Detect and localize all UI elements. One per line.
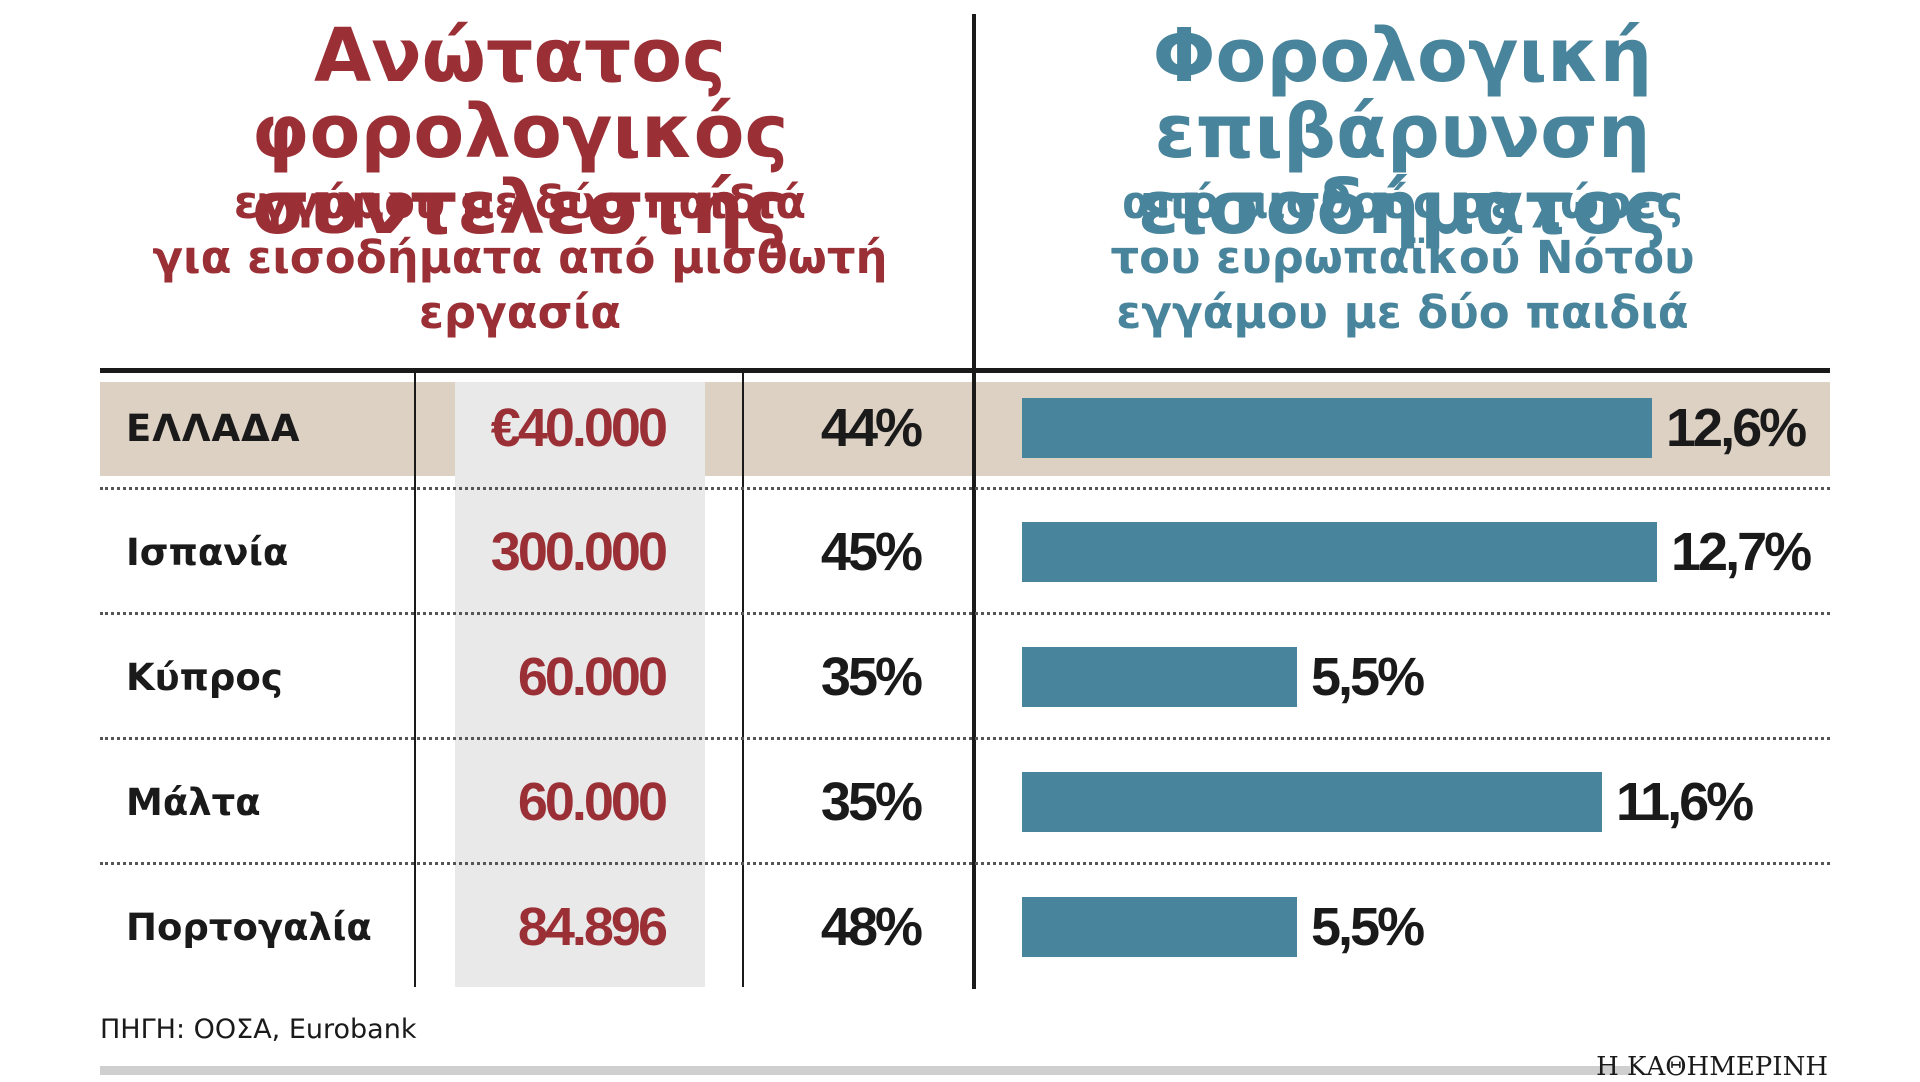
income-threshold: 300.000 xyxy=(490,522,668,582)
tax-burden-bar xyxy=(1022,522,1657,582)
tax-burden-bar xyxy=(1022,398,1652,458)
top-tax-rate: 35% xyxy=(820,647,923,707)
income-threshold: €40.000 xyxy=(490,398,668,458)
right-subtitle: από μισθούς σε χώρες του ευρωπαϊκού Νότο… xyxy=(985,175,1820,340)
right-subtitle-line-1: από μισθούς σε χώρες xyxy=(1121,176,1684,229)
left-title-line-1: Ανώτατος φορολογικός xyxy=(251,13,789,175)
income-threshold: 84.896 xyxy=(517,897,668,957)
country-label: Κύπρος xyxy=(126,655,283,699)
right-subtitle-line-3: εγγάμου με δύο παιδιά xyxy=(1116,286,1689,339)
income-threshold: 60.000 xyxy=(517,772,668,832)
income-threshold: 60.000 xyxy=(517,647,668,707)
row-separator xyxy=(100,487,1830,490)
top-tax-rate: 44% xyxy=(820,398,923,458)
brand-logo: Η ΚΑΘΗΜΕΡΙΝΗ xyxy=(1596,1052,1828,1082)
source-note: ΠΗΓΗ: ΟΟΣΑ, Eurobank xyxy=(100,1014,417,1045)
tax-burden-label: 12,7% xyxy=(1671,522,1812,582)
tax-burden-bar xyxy=(1022,772,1602,832)
right-title: Φορολογική επιβάρυνση εισοδήματος xyxy=(985,18,1820,246)
left-title: Ανώτατος φορολογικός συντελεστής xyxy=(100,18,940,246)
left-subtitle-line-1: εγγάμου με δύο παιδιά xyxy=(233,176,807,229)
top-tax-rate: 48% xyxy=(820,897,923,957)
right-title-line-1: Φορολογική xyxy=(1152,13,1653,99)
country-label: Μάλτα xyxy=(126,780,261,824)
tax-burden-label: 11,6% xyxy=(1616,772,1754,832)
column-divider-1 xyxy=(414,373,416,987)
country-label: Πορτογαλία xyxy=(126,905,372,949)
table-top-rule xyxy=(100,368,1830,373)
footer-bar xyxy=(100,1066,1630,1075)
country-label: Ισπανία xyxy=(126,530,289,574)
row-separator xyxy=(100,737,1830,740)
tax-burden-bar xyxy=(1022,647,1297,707)
left-subtitle-line-2: για εισοδήματα από μισθωτή xyxy=(152,231,888,284)
left-title-line-2: συντελεστής xyxy=(252,165,788,251)
tax-burden-label: 5,5% xyxy=(1311,897,1425,957)
tax-burden-label: 12,6% xyxy=(1666,398,1807,458)
tax-burden-label: 5,5% xyxy=(1311,647,1425,707)
left-subtitle-line-3: εργασία xyxy=(418,286,622,339)
income-column-background xyxy=(455,382,705,987)
top-tax-rate: 45% xyxy=(820,522,923,582)
row-separator xyxy=(100,612,1830,615)
country-label: ΕΛΛΑΔΑ xyxy=(126,406,301,450)
right-subtitle-line-2: του ευρωπαϊκού Νότου xyxy=(1110,231,1695,284)
tax-burden-bar xyxy=(1022,897,1297,957)
top-tax-rate: 35% xyxy=(820,772,923,832)
column-divider-2 xyxy=(742,373,744,987)
left-subtitle: εγγάμου με δύο παιδιά για εισοδήματα από… xyxy=(100,175,940,340)
center-divider xyxy=(972,14,976,989)
right-title-line-2: επιβάρυνση εισοδήματος xyxy=(1137,89,1668,251)
row-separator xyxy=(100,862,1830,865)
